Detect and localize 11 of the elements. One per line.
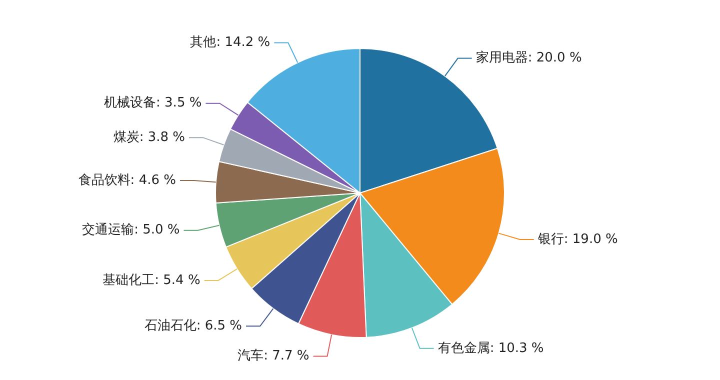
slice-label: 汽车: 7.7 % xyxy=(238,348,310,364)
slice-label: 有色金属: 10.3 % xyxy=(438,340,544,356)
slice-label: 家用电器: 20.0 % xyxy=(476,50,582,66)
slice-label: 石油石化: 6.5 % xyxy=(144,318,242,334)
slice-label: 煤炭: 3.8 % xyxy=(113,130,185,145)
slice-label: 交通运输: 5.0 % xyxy=(82,222,180,238)
slice-label: 基础化工: 5.4 % xyxy=(102,272,200,288)
slice-label: 银行: 19.0 % xyxy=(536,232,618,247)
slice-label: 其他: 14.2 % xyxy=(190,35,270,50)
slice-label: 机械设备: 3.5 % xyxy=(104,96,202,111)
slice-label: 食品饮料: 4.6 % xyxy=(78,172,176,188)
